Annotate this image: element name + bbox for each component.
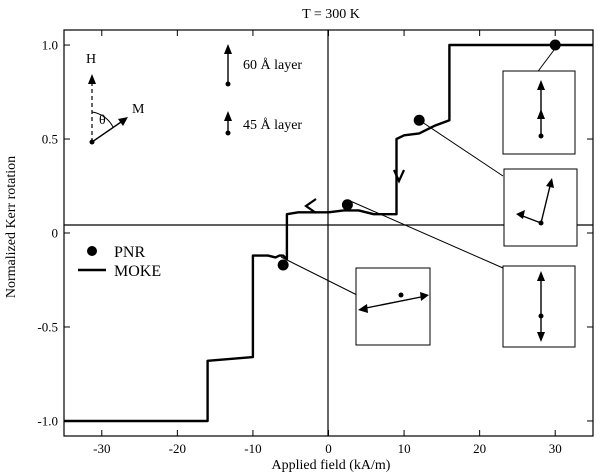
pnr-connector-4	[535, 49, 555, 75]
pnr-connector-2	[347, 199, 504, 269]
inset-both-up	[502, 70, 576, 155]
curve-arrow-down	[392, 169, 406, 184]
x-tick-label: 30	[549, 441, 562, 456]
h-label: H	[86, 52, 96, 67]
layer-key-label-45: 45 Å layer	[243, 117, 302, 133]
legend-label-pnr: PNR	[114, 244, 145, 261]
pnr-point	[277, 259, 289, 271]
inset-antiparallel-vertical	[502, 265, 576, 348]
h-m-vector-diagram: H M θ	[86, 52, 145, 145]
x-axis-ticks: -30 -20 -10 0 10 20 30	[93, 30, 562, 456]
inset-antiparallel-horizontal	[355, 267, 431, 346]
curve-arrow-left	[304, 198, 317, 214]
x-tick-label: -30	[93, 441, 110, 456]
y-tick-label: 0.5	[42, 132, 58, 147]
pnr-point	[549, 39, 561, 51]
inset-canted	[503, 168, 578, 247]
y-tick-label: -1.0	[37, 413, 58, 428]
pnr-point	[413, 114, 425, 126]
x-tick-label: -10	[244, 441, 261, 456]
y-axis-ticks: -1.0 -0.5 0 0.5 1.0	[37, 38, 593, 428]
legend: PNR MOKE	[78, 244, 161, 280]
x-tick-label: -20	[169, 441, 186, 456]
layer-key: 60 Å layer 45 Å layer	[224, 44, 302, 136]
x-tick-label: 10	[398, 441, 411, 456]
pnr-connector-1	[280, 256, 358, 296]
series-points-pnr	[277, 39, 561, 271]
x-axis-label: Applied field (kA/m)	[272, 458, 391, 473]
chart-title: T = 300 K	[302, 7, 360, 22]
y-tick-label: 1.0	[42, 38, 58, 53]
layer-key-label-60: 60 Å layer	[243, 57, 302, 73]
x-tick-label: 20	[473, 441, 486, 456]
theta-label: θ	[99, 113, 106, 128]
x-tick-label: 0	[325, 441, 332, 456]
legend-label-moke: MOKE	[114, 263, 161, 280]
legend-marker-pnr	[87, 246, 97, 256]
y-tick-label: 0	[52, 226, 59, 241]
y-tick-label: -0.5	[37, 319, 58, 334]
pnr-point	[341, 199, 353, 211]
pnr-connector-3	[418, 119, 504, 177]
y-axis-label: Normalized Kerr rotation	[4, 156, 19, 298]
m-label: M	[132, 102, 145, 117]
